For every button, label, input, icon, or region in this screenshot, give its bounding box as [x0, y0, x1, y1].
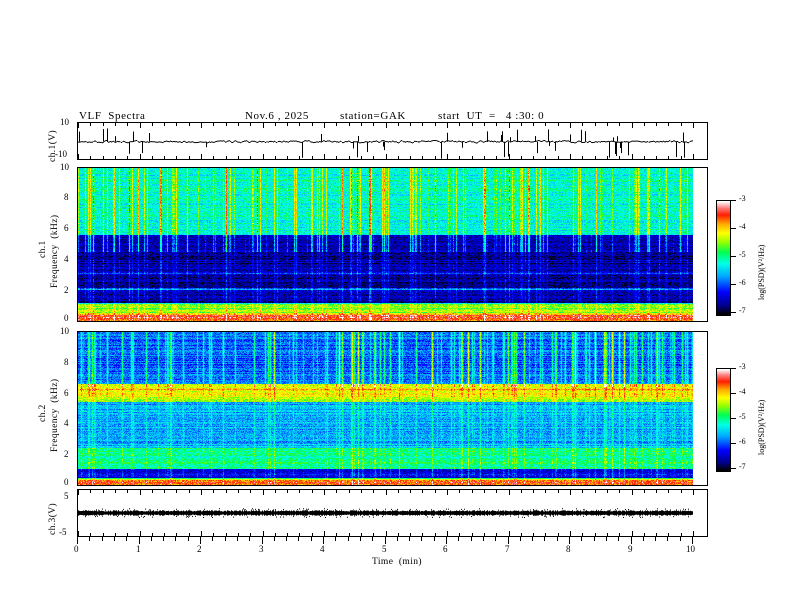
x-tick-label: 4 — [320, 544, 325, 554]
ch1-spec-ytick-0: 0 — [64, 313, 69, 323]
ch2-spec-ytick-4: 4 — [64, 418, 69, 428]
x-tick-label: 0 — [74, 544, 79, 554]
x-tick-label: 10 — [686, 544, 695, 554]
ch1-spec-ytick-10: 10 — [60, 162, 69, 172]
colorbar-tick-label: -7 — [739, 306, 746, 315]
x-axis-ticks — [77, 537, 737, 551]
colorbar-tick-label: -5 — [739, 250, 746, 259]
x-axis-label: Time (min) — [372, 557, 422, 567]
colorbar-ch2 — [716, 368, 731, 472]
x-tick-label: 9 — [628, 544, 633, 554]
x-tick-label: 6 — [443, 544, 448, 554]
ch2-spec-ytick-10: 10 — [60, 326, 69, 336]
ch1-spec-ytick-6: 6 — [64, 223, 69, 233]
colorbar-tick-label: -3 — [739, 194, 746, 203]
ch3-waveform-panel — [77, 489, 708, 537]
x-axis-tick-labels: 0 1 2 3 4 5 6 7 8 9 10 — [0, 544, 792, 560]
ch2-spectrogram-panel — [77, 331, 708, 486]
x-tick-label: 8 — [566, 544, 571, 554]
x-tick-label: 5 — [382, 544, 387, 554]
ch1-ytick-neg10: -10 — [55, 149, 67, 159]
header-station: station=GAK — [340, 110, 406, 122]
x-tick-label: 1 — [136, 544, 141, 554]
ch2-spec-ytick-8: 8 — [64, 357, 69, 367]
ch3-ytick-5: 5 — [64, 491, 69, 501]
ch1-ytick-10: 10 — [60, 117, 69, 127]
ch1-spectrogram-ylabel-channel: ch.1 — [38, 240, 48, 258]
page-title: VLF Spectra — [79, 110, 146, 122]
colorbar-tick-label: -4 — [739, 387, 746, 396]
header-start-ut: start UT = 4 :30: 0 — [438, 110, 545, 122]
x-tick-label: 2 — [197, 544, 202, 554]
colorbar-tick-label: -4 — [739, 222, 746, 231]
ch2-spectrogram-ylabel-channel: ch.2 — [38, 404, 48, 422]
ch1-spec-ytick-8: 8 — [64, 192, 69, 202]
ch2-spectrogram-ylabel-frequency: Frequency (kHz) — [50, 378, 60, 452]
ch1-waveform-ylabel: ch.1(V) — [48, 129, 58, 162]
colorbar-ch1-label: log(PSD)(V²/Hz) — [757, 244, 766, 300]
colorbar-ch1 — [716, 200, 731, 316]
ch1-spectrogram-panel — [77, 167, 708, 322]
colorbar-ch1-ticks — [731, 198, 739, 318]
x-tick-label: 7 — [505, 544, 510, 554]
ch1-spectrogram-ylabel-frequency: Frequency (kHz) — [50, 214, 60, 288]
colorbar-tick-label: -5 — [739, 412, 746, 421]
colorbar-ch2-ticks — [731, 366, 739, 474]
ch1-waveform-panel — [77, 122, 708, 160]
header-date: Nov.6 , 2025 — [245, 110, 309, 122]
colorbar-ch2-label: log(PSD)(V²/Hz) — [757, 399, 766, 455]
ch1-spec-ytick-2: 2 — [64, 285, 69, 295]
ch3-ytick-neg5: -5 — [59, 527, 67, 537]
ch2-spec-ytick-0: 0 — [64, 477, 69, 487]
colorbar-tick-label: -6 — [739, 437, 746, 446]
ch2-spec-ytick-2: 2 — [64, 449, 69, 459]
colorbar-tick-label: -3 — [739, 362, 746, 371]
colorbar-tick-label: -6 — [739, 278, 746, 287]
ch1-spec-ytick-4: 4 — [64, 254, 69, 264]
ch2-spec-ytick-6: 6 — [64, 388, 69, 398]
x-tick-label: 3 — [259, 544, 264, 554]
colorbar-tick-label: -7 — [739, 462, 746, 471]
ch3-waveform-ylabel: ch.3(V) — [48, 502, 58, 535]
